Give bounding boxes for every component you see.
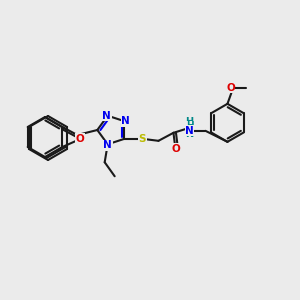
Text: H
N: H N bbox=[185, 117, 194, 139]
Text: N: N bbox=[185, 126, 194, 136]
Text: S: S bbox=[139, 134, 146, 144]
Text: N: N bbox=[102, 111, 111, 121]
Text: N: N bbox=[121, 116, 130, 126]
Text: N: N bbox=[103, 140, 112, 150]
Text: H: H bbox=[186, 121, 193, 130]
Text: O: O bbox=[226, 83, 235, 93]
Text: O: O bbox=[76, 134, 85, 144]
Text: O: O bbox=[171, 144, 180, 154]
